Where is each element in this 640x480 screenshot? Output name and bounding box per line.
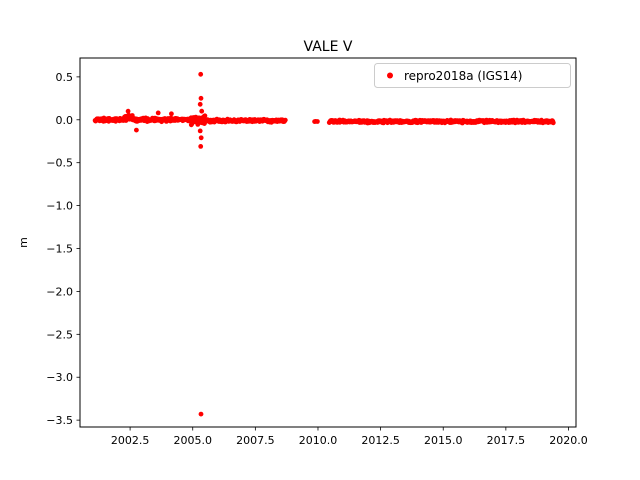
data-point xyxy=(282,117,288,123)
x-tick-label: 2017.5 xyxy=(487,434,526,447)
x-tick-label: 2002.5 xyxy=(111,434,150,447)
legend: repro2018a (IGS14) xyxy=(374,63,571,88)
outlier-point xyxy=(198,411,204,417)
outlier-point xyxy=(197,128,203,134)
plot-area xyxy=(80,58,576,427)
outlier-point xyxy=(169,111,174,117)
x-tick-label: 2012.5 xyxy=(361,434,400,447)
y-axis-ticks: 0.5 0.0 −0.5 −1.0 −1.5 −2.0 −2.5 −3.0 −3.5 xyxy=(46,71,80,427)
plot-border xyxy=(79,57,577,428)
data-point xyxy=(315,119,320,124)
data-points xyxy=(92,71,556,417)
y-tick-label: −2.0 xyxy=(46,285,73,298)
legend-label: repro2018a (IGS14) xyxy=(404,69,522,83)
x-tick-label: 2015.0 xyxy=(424,434,463,447)
x-tick-label: 2020.0 xyxy=(549,434,588,447)
y-tick-label: −1.0 xyxy=(46,200,73,213)
outlier-point xyxy=(155,110,161,116)
y-tick-label: −2.5 xyxy=(46,328,73,341)
x-axis-ticks: 2002.5 2005.0 2007.5 2010.0 2012.5 2015.0 2017… xyxy=(111,427,588,447)
chart-title: VALE V xyxy=(304,39,353,55)
outlier-point xyxy=(134,127,139,133)
data-point xyxy=(202,113,208,119)
outlier-point xyxy=(198,71,204,77)
data-point xyxy=(550,120,556,126)
y-tick-label: 0.5 xyxy=(56,71,74,84)
outlier-point xyxy=(197,101,203,107)
y-tick-label: −3.0 xyxy=(46,371,73,384)
outlier-point xyxy=(125,108,131,114)
outlier-point xyxy=(198,144,204,149)
outlier-point xyxy=(198,95,204,101)
x-tick-label: 2010.0 xyxy=(299,434,338,447)
outlier-point xyxy=(198,135,204,141)
y-tick-label: −3.5 xyxy=(46,414,73,427)
x-tick-label: 2005.0 xyxy=(173,434,212,447)
outlier-point xyxy=(199,108,205,114)
y-axis-label: m xyxy=(17,237,30,248)
y-tick-label: −1.5 xyxy=(46,243,73,256)
legend-box xyxy=(374,63,571,88)
y-tick-label: 0.0 xyxy=(56,114,74,127)
x-tick-label: 2007.5 xyxy=(236,434,275,447)
y-tick-label: −0.5 xyxy=(46,157,73,170)
legend-marker-icon xyxy=(387,72,393,79)
